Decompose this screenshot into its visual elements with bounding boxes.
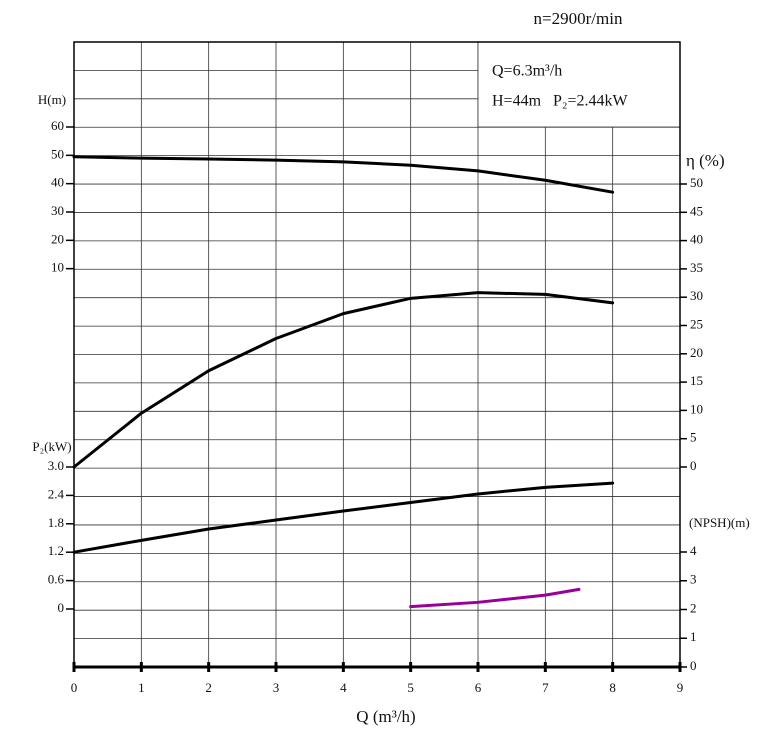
y-tick-label: 3.0 [48,458,64,473]
curve [72,291,615,469]
y-tick-label: 3 [690,572,697,587]
chart-title: n=2900r/min [534,9,623,28]
x-tick-label: 2 [205,680,212,695]
x-tick-label: 1 [138,680,145,695]
y-tick-label: 2.4 [48,486,65,501]
y-tick-label: 10 [51,260,64,275]
y-tick-label: 1.8 [48,515,64,530]
y-tick-label: 20 [690,345,703,360]
y-tick-label: 40 [51,175,64,190]
curve [72,155,615,194]
x-tick-label: 5 [407,680,414,695]
y-tick-label: 2 [690,600,697,615]
y-tick-label: 50 [51,146,64,161]
x-axis-label: Q (m³/h) [356,707,415,726]
y-tick-label: 0 [690,458,697,473]
x-tick-label: 6 [475,680,482,695]
curve [72,481,615,554]
y-tick-label: 50 [690,175,703,190]
x-tick-label: 0 [71,680,78,695]
curve [409,587,581,609]
annotation: Q=6.3m³/h [492,63,562,80]
y-tick-label: 35 [690,260,703,275]
y-tick-label: 60 [51,118,64,133]
x-tick-label: 7 [542,680,549,695]
y-tick-label: 45 [690,203,703,218]
x-tick-label: 4 [340,680,347,695]
y-tick-label: 0 [58,600,65,615]
y-tick-label: 15 [690,373,703,388]
y-tick-label: 25 [690,316,703,331]
y-tick-label: 30 [690,288,703,303]
annotation: H=44m P₂=2.44kW [492,93,629,110]
y-tick-label: 1 [690,629,697,644]
y-tick-label: 20 [51,231,64,246]
y-tick-label: 0.6 [48,572,65,587]
y-tick-label: 40 [690,232,703,247]
y2-axis-label: η (%) [686,151,725,170]
x-tick-label: 8 [609,680,616,695]
y-tick-label: 30 [51,203,64,218]
y4-axis-label: (NPSH)(m) [689,515,750,530]
y3-axis-label: P₂(kW) [32,439,71,454]
y-tick-label: 5 [690,430,697,445]
y-tick-label: 1.2 [48,543,64,558]
y-tick-label: 4 [690,543,697,558]
y-tick-label: 10 [690,401,703,416]
y-axis-label: H(m) [38,92,66,107]
x-tick-label: 9 [677,680,684,695]
x-tick-label: 3 [273,680,280,695]
annotation-box [477,41,681,128]
y-tick-label: 0 [690,658,697,673]
